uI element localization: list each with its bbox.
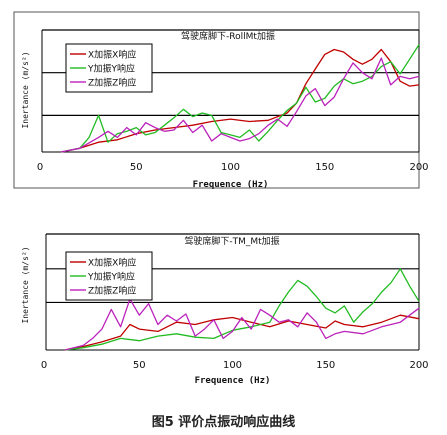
x-tick-label: 0 bbox=[41, 360, 47, 371]
y-axis-title: Inertance (m/s²) bbox=[21, 51, 30, 128]
series-line-2 bbox=[64, 268, 420, 351]
legend-entry: Z加振Z响应 bbox=[88, 285, 136, 297]
x-tick-label: 50 bbox=[130, 162, 143, 173]
figure-caption: 图5 评价点振动响应曲线 bbox=[151, 415, 296, 430]
legend-entry: X加振X响应 bbox=[88, 257, 136, 269]
legend-entry: Y加振Y响应 bbox=[87, 63, 135, 75]
series-line-3 bbox=[60, 57, 420, 153]
x-axis-title: Frequence (Hz) bbox=[193, 180, 269, 190]
x-tick-label: 150 bbox=[315, 162, 334, 173]
legend-entry: Y加振Y响应 bbox=[87, 271, 135, 283]
chart-title: 驾驶席脚下-TM_Mt加振 bbox=[184, 235, 279, 247]
series-line-3 bbox=[64, 298, 420, 351]
chart-title: 驾驶席脚下-RollMt加振 bbox=[181, 30, 275, 42]
chart-frame bbox=[13, 11, 420, 189]
chart-2: 0 50 100 150 200 Frequence (Hz) Inertance (m/s… bbox=[21, 233, 429, 386]
x-tick-label: 200 bbox=[409, 162, 428, 173]
x-tick-label: 50 bbox=[133, 360, 146, 371]
legend: X加振X响应 Y加振Y响应 Z加振Z响应 bbox=[65, 251, 153, 301]
y-axis-title: Inertance (m/s²) bbox=[21, 246, 30, 323]
chart-1: 0 50 100 150 200 Frequence (Hz) Inertance (m/s… bbox=[13, 11, 429, 190]
legend-entry: Z加振Z响应 bbox=[88, 77, 136, 89]
x-tick-label: 100 bbox=[221, 162, 240, 173]
legend: X加振X响应 Y加振Y响应 Z加振Z响应 bbox=[65, 43, 153, 93]
x-tick-label: 200 bbox=[409, 360, 428, 371]
legend-entry: X加振X响应 bbox=[88, 49, 136, 61]
x-axis-title: Frequence (Hz) bbox=[195, 376, 271, 386]
x-tick-label: 0 bbox=[37, 162, 43, 173]
x-tick-label: 150 bbox=[316, 360, 335, 371]
series-line-2 bbox=[60, 44, 420, 153]
series-line-1 bbox=[64, 314, 420, 351]
x-tick-label: 100 bbox=[223, 360, 242, 371]
